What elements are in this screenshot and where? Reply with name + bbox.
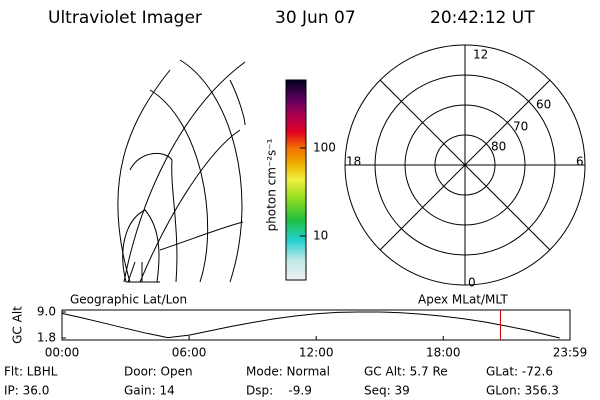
mlt-label: 6 — [576, 155, 584, 169]
mlt-label: 18 — [346, 155, 361, 169]
colorbar-title: photon cm⁻²s⁻¹ — [265, 138, 279, 231]
strip-left-label: Geographic Lat/Lon — [70, 293, 187, 307]
title: Ultraviolet Imager — [48, 8, 202, 28]
status-field: Door: Open — [124, 365, 193, 379]
status-field: Mode: Normal — [246, 365, 330, 379]
colorbar-label: 10 — [313, 229, 328, 243]
strip-right-label: Apex MLat/MLT — [418, 293, 508, 307]
status-field: GC Alt: 5.7 Re — [364, 365, 448, 379]
lat-label: 80 — [491, 140, 506, 154]
mlt-label: 0 — [468, 276, 476, 290]
lat-label: 70 — [513, 120, 528, 134]
y-tick-label: 1.8 — [37, 331, 56, 345]
status-field: Dsp: -9.9 — [246, 384, 312, 398]
polar-grid — [344, 44, 586, 286]
strip-y-label: GC Alt — [11, 306, 25, 344]
mlt-label: 12 — [473, 48, 488, 62]
date: 30 Jun 07 — [275, 8, 356, 28]
x-tick-label: 00:00 — [45, 346, 80, 360]
lat-label: 60 — [536, 98, 551, 112]
altitude-line — [61, 311, 560, 339]
colorbar — [285, 79, 307, 281]
y-tick-label: 9.0 — [37, 305, 56, 319]
status-field: Seq: 39 — [364, 384, 410, 398]
status-field: GLon: 356.3 — [486, 384, 559, 398]
x-tick-label: 18:00 — [426, 346, 461, 360]
strip-frame — [61, 309, 571, 341]
status-field: GLat: -72.6 — [486, 365, 553, 379]
status-field: IP: 36.0 — [4, 384, 49, 398]
status-field: Flt: LBHL — [4, 365, 58, 379]
map — [117, 59, 246, 283]
colorbar-label: 100 — [313, 141, 336, 155]
x-tick-label: 06:00 — [172, 346, 207, 360]
x-tick-label: 23:59 — [553, 346, 588, 360]
status-field: Gain: 14 — [124, 384, 175, 398]
x-tick-label: 12:00 — [299, 346, 334, 360]
time: 20:42:12 UT — [430, 8, 535, 28]
